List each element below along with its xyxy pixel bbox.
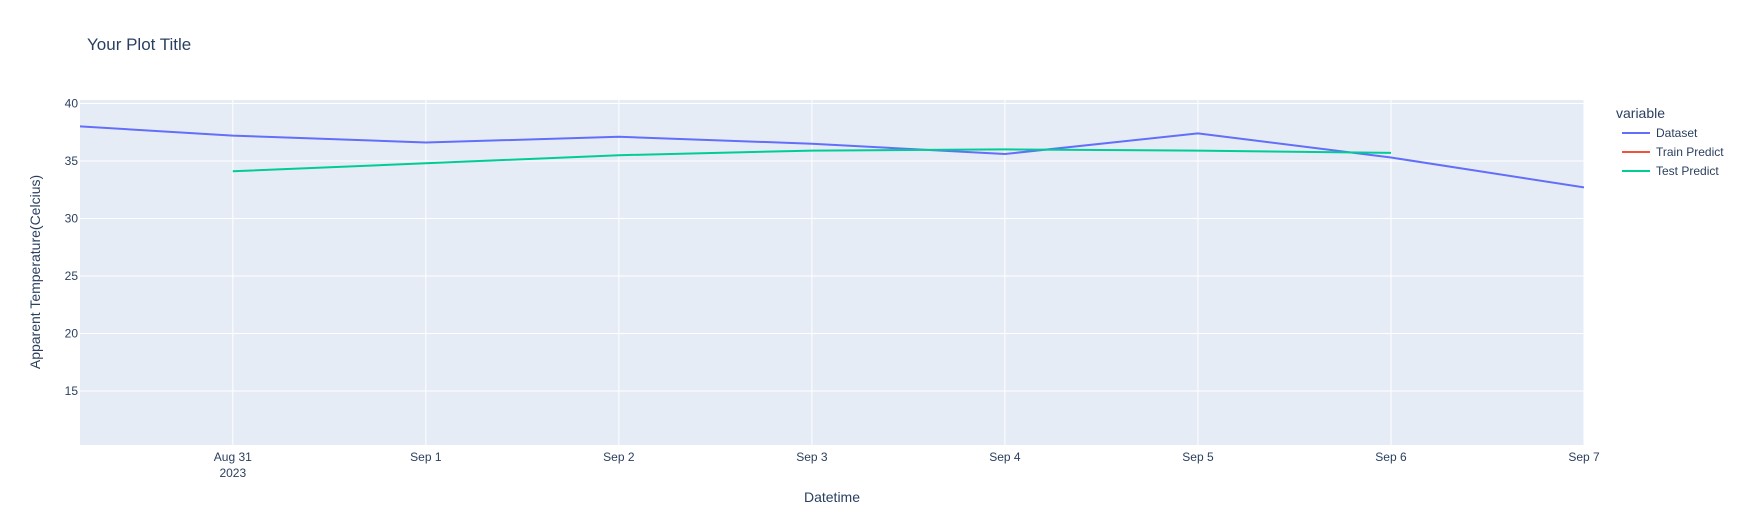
x-tick-label: Sep 4 [989,450,1021,464]
chart-title: Your Plot Title [87,35,191,54]
x-axis-title: Datetime [804,489,860,505]
y-axis-title: Apparent Temperature(Celcius) [27,175,43,369]
y-tick-label: 15 [65,384,79,398]
plot-area [80,100,1584,445]
legend-label: Test Predict [1656,164,1719,178]
legend: variable Dataset Train Predict Test Predic… [1616,105,1724,178]
y-gridlines [80,102,1584,392]
x-tick-labels: Aug 31 2023 Sep 1 Sep 2 Sep 3 Sep 4 Sep 5 Sep 6… [214,450,1600,480]
x-tick-year-label: 2023 [219,466,246,480]
x-tick-label: Sep 6 [1375,450,1407,464]
y-tick-labels: 15 20 25 30 35 40 [65,96,79,398]
x-tick-label: Sep 3 [796,450,828,464]
y-tick-label: 35 [65,154,79,168]
legend-item-test-predict[interactable]: Test Predict [1622,164,1719,178]
y-tick-label: 20 [65,326,79,340]
y-tick-label: 40 [65,96,79,110]
x-tick-label: Aug 31 [214,450,252,464]
legend-label: Dataset [1656,126,1698,140]
x-tick-label: Sep 1 [410,450,442,464]
series-line-test-predict [232,148,1392,173]
x-tick-label: Sep 2 [603,450,635,464]
y-tick-label: 25 [65,269,79,283]
x-tick-label: Sep 7 [1568,450,1600,464]
series-line-dataset [80,125,1584,189]
x-gridlines [232,100,1585,445]
x-tick-label: Sep 5 [1182,450,1214,464]
legend-item-dataset[interactable]: Dataset [1622,126,1698,140]
y-tick-label: 30 [65,211,79,225]
legend-item-train-predict[interactable]: Train Predict [1622,145,1724,159]
legend-label: Train Predict [1656,145,1724,159]
legend-title: variable [1616,105,1665,121]
series-lines [80,125,1584,189]
